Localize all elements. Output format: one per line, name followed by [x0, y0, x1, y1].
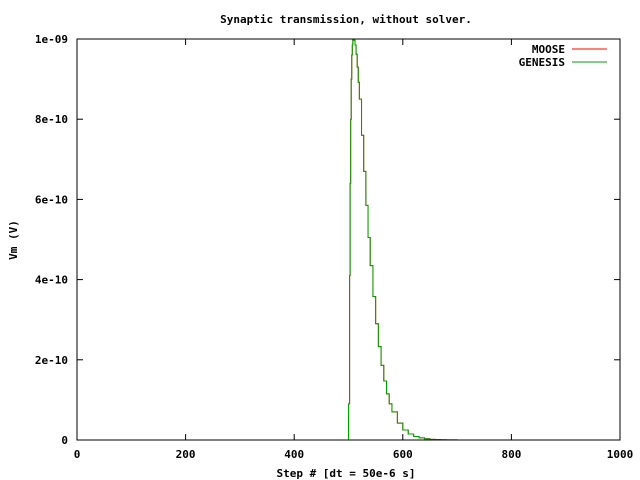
chart-title: Synaptic transmission, without solver.	[220, 13, 472, 26]
x-tick-label: 0	[74, 448, 81, 461]
x-axis-ticks: 0 200 400 600 800 1000	[74, 39, 634, 461]
x-tick-label: 800	[501, 448, 521, 461]
plot-frame	[76, 38, 621, 441]
x-tick-label: 200	[176, 448, 196, 461]
y-tick-label: 1e-09	[35, 33, 68, 46]
y-tick-label: 2e-10	[35, 354, 68, 367]
series-line-genesis	[77, 38, 620, 441]
x-tick-label: 600	[393, 448, 413, 461]
legend-label-moose: MOOSE	[532, 43, 565, 56]
x-axis-label: Step # [dt = 50e-6 s]	[276, 467, 415, 480]
x-tick-label: 400	[284, 448, 304, 461]
series-layer	[77, 38, 620, 441]
y-tick-label: 8e-10	[35, 113, 68, 126]
y-axis-label: Vm (V)	[7, 220, 20, 260]
y-tick-label: 4e-10	[35, 274, 68, 287]
series-line-moose	[77, 38, 620, 441]
y-tick-label: 0	[61, 434, 68, 447]
x-tick-label: 1000	[607, 448, 634, 461]
y-tick-label: 6e-10	[35, 193, 68, 206]
legend-label-genesis: GENESIS	[519, 56, 565, 69]
y-axis-ticks: 0 2e-10 4e-10 6e-10 8e-10 1e-09	[35, 33, 620, 447]
